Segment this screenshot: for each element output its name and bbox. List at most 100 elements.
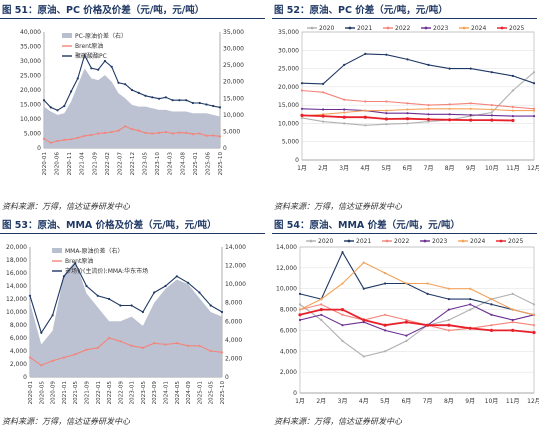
legend-marker [499,239,503,243]
x-tick-label: 2月 [318,165,328,172]
x-tick-label: 2020-05 [39,381,45,405]
legend-marker [500,26,504,30]
x-tick-label: 2022-09 [118,381,124,405]
data-point [426,323,430,327]
x-tick-label: 2020-06 [55,152,61,176]
chart-title: 图 51：原油、PC 价格及价差（元/吨，元/吨） [2,5,205,16]
series-line [29,337,223,366]
x-tick-label: 2024-05 [175,381,181,405]
data-point [426,282,429,285]
data-point [117,129,120,132]
data-point [532,115,536,118]
data-point [151,132,154,135]
data-point [212,104,215,108]
series-line [301,71,535,126]
x-tick-label: 1月 [297,165,307,172]
legend-label: 2022 [395,25,410,32]
data-point [62,356,65,359]
data-point [171,132,174,135]
right-tick-label: 25,000 [223,62,244,69]
x-tick-label: 4月 [359,398,369,405]
data-point [490,114,493,117]
data-point [300,82,304,85]
data-point [49,106,52,109]
data-point [406,122,409,125]
right-tick-label: 6,000 [225,318,242,325]
x-tick-label: 2022-12 [130,152,136,175]
data-point [448,107,451,110]
data-point [362,321,365,324]
data-point [187,344,190,347]
left-tick-label: 20,000 [20,87,41,94]
data-point [490,313,493,316]
chart-source: 资料来源：万得，信达证券研发中心 [2,202,130,211]
data-point [343,63,346,66]
data-point [300,107,304,110]
legend-marker [385,239,389,243]
data-point [447,323,451,327]
data-point [83,54,86,57]
legend-label: 2023 [433,25,448,32]
chart-panel-51: 图 51：原油、PC 价格及价差（元/吨，元/吨） 0 5,000 10,000 15… [0,0,267,214]
left-tick-label: 4,000 [10,348,27,355]
data-point [90,67,93,70]
data-point [405,334,408,337]
left-tick-label: 0 [23,374,27,381]
right-tick-label: 20,000 [223,79,244,86]
data-point [427,113,430,116]
data-point [198,132,201,135]
data-point [83,134,86,137]
data-point [137,91,140,94]
data-point [298,318,302,322]
data-point [320,313,323,316]
data-point [124,83,127,86]
right-tick-label: 10,000 [225,281,246,288]
series-line [301,53,535,85]
right-tick-label: 5,000 [223,128,240,135]
data-point [56,139,59,143]
data-point [96,346,99,349]
x-tick-label: 2020-01 [28,381,34,405]
x-tick-label: 2021-05 [73,381,79,405]
data-point [205,103,208,106]
data-point [343,108,346,111]
x-tick-label: 2020-09 [51,381,57,405]
data-point [340,308,345,312]
data-point [406,108,409,111]
right-tick-label: 12,000 [225,263,246,270]
data-point [141,346,144,349]
data-point [108,336,111,340]
data-point [532,303,536,306]
x-tick-label: 2020-01 [42,152,48,176]
data-point [218,106,222,109]
series-line [43,53,221,111]
data-point [103,59,106,63]
right-tick-label: 14,000 [225,244,246,251]
data-point [178,99,181,102]
left-tick-label: 4,000 [280,348,297,355]
data-point [28,294,32,297]
data-point [158,97,161,100]
data-point [426,117,431,121]
data-point [511,105,514,109]
legend-swatch [62,33,72,38]
data-point [178,131,181,134]
left-tick-label: 15,000 [278,102,299,109]
data-point [63,138,66,141]
data-point [447,329,450,332]
chart-source: 资料来源：万得，信达证券研发中心 [274,202,402,211]
left-tick-label: 25,000 [20,73,41,80]
data-point [469,102,472,105]
data-point [300,89,304,92]
chart-panel-53: 图 53：原油、MMA 价格及价差（元/吨，元/吨） 0 2,000 4,000 6,… [0,215,267,429]
legend-label: 聚碳酸酯PC [75,52,107,60]
right-tick-label: 0 [225,374,229,381]
left-tick-label: 0 [295,157,299,164]
data-point [90,133,93,137]
left-tick-label: 0 [37,145,41,152]
x-tick-label: 2022-05 [107,381,113,405]
data-point [153,342,156,345]
data-point [76,136,79,139]
data-point [490,111,493,114]
data-point [130,88,134,92]
